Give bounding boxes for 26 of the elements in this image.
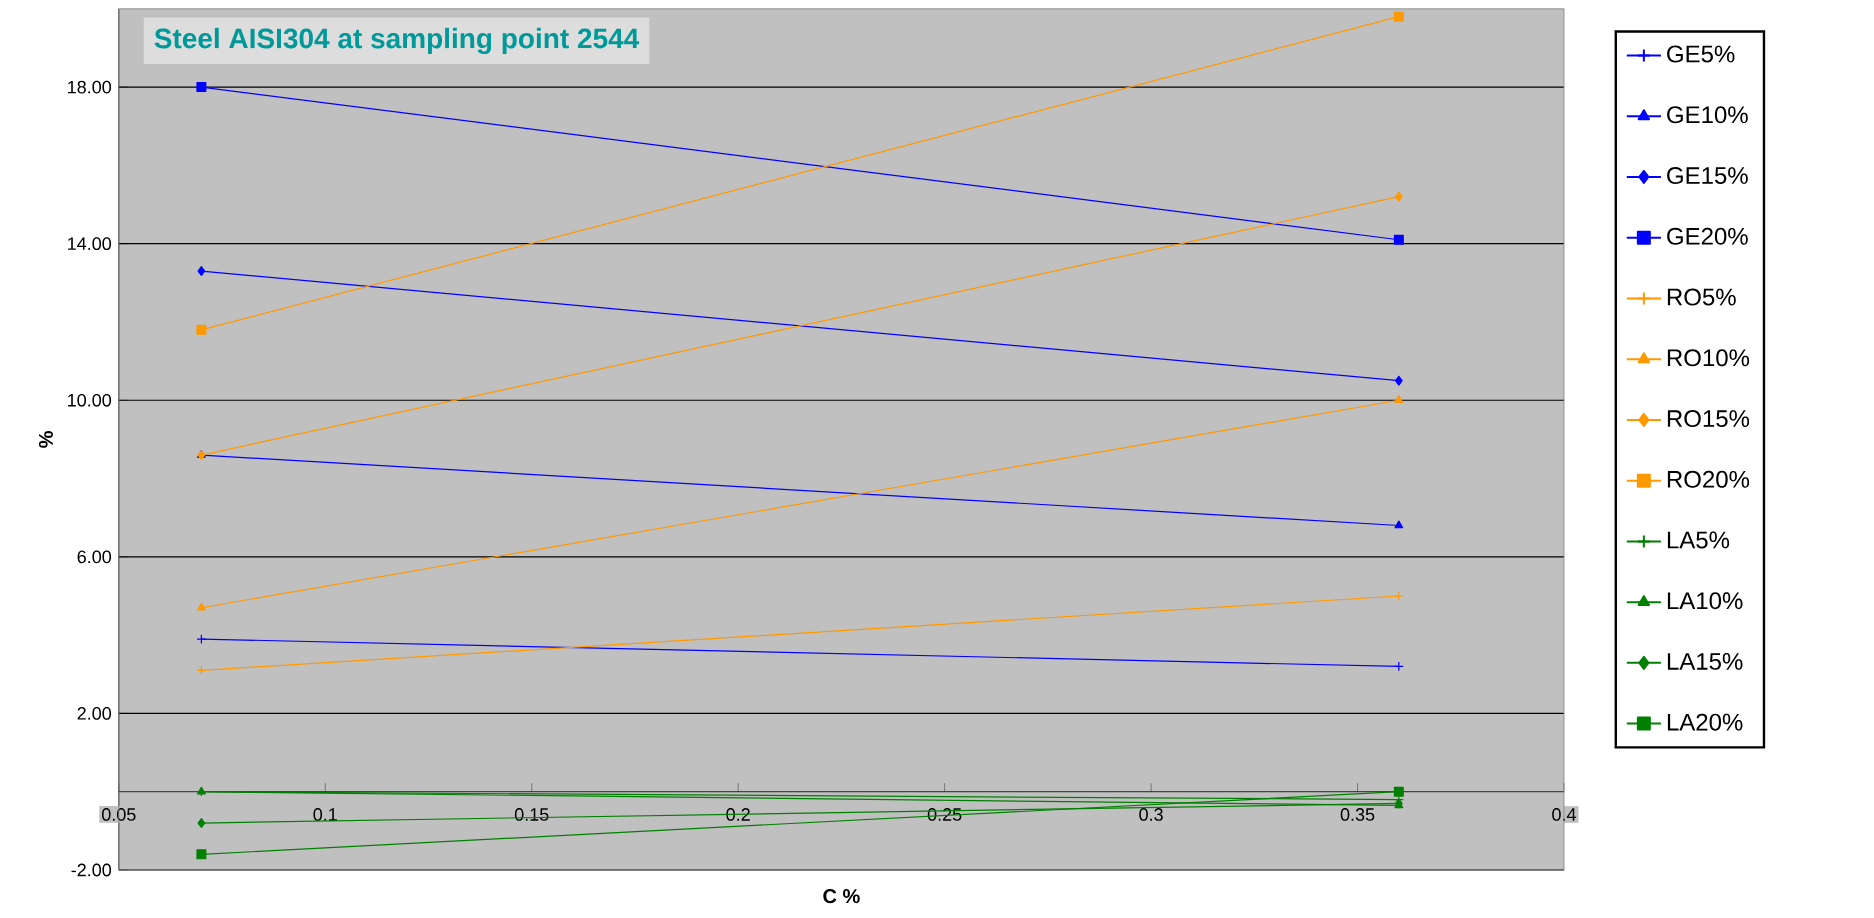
x-axis-title: C % <box>823 889 860 904</box>
x-tick-label: 0.4 <box>1552 808 1576 821</box>
legend-label: LA15% <box>1667 653 1743 670</box>
y-tick-label: 18.00 <box>68 80 112 94</box>
y-tick-label: 10.00 <box>68 393 112 407</box>
legend-label: LA5% <box>1667 531 1730 549</box>
legend-label: LA20% <box>1667 713 1743 731</box>
legend-label: GE20% <box>1667 227 1748 245</box>
y-tick-label: 6.00 <box>77 550 112 564</box>
legend-label: RO10% <box>1667 349 1750 367</box>
legend-label: GE15% <box>1667 167 1748 185</box>
legend-label: RO20% <box>1667 470 1750 488</box>
legend-label: GE10% <box>1667 106 1748 124</box>
x-tick-label: 0.3 <box>1139 808 1163 821</box>
y-tick-label: 14.00 <box>68 237 112 251</box>
legend-label: RO15% <box>1667 410 1750 428</box>
y-tick-label: 2.00 <box>77 707 112 720</box>
x-tick-label: 0.05 <box>101 808 136 821</box>
text: Steel AISI304 at sampling point 2544 <box>154 27 640 55</box>
legend-label: LA10% <box>1667 592 1743 610</box>
legend-label: GE5% <box>1667 45 1735 63</box>
x-tick-label: 0.35 <box>1340 808 1375 821</box>
legend-label: RO5% <box>1667 288 1736 306</box>
x-tick-label: 0.1 <box>313 808 337 821</box>
y-axis-title: % <box>38 431 53 448</box>
y-tick-label: -2.00 <box>71 863 112 877</box>
